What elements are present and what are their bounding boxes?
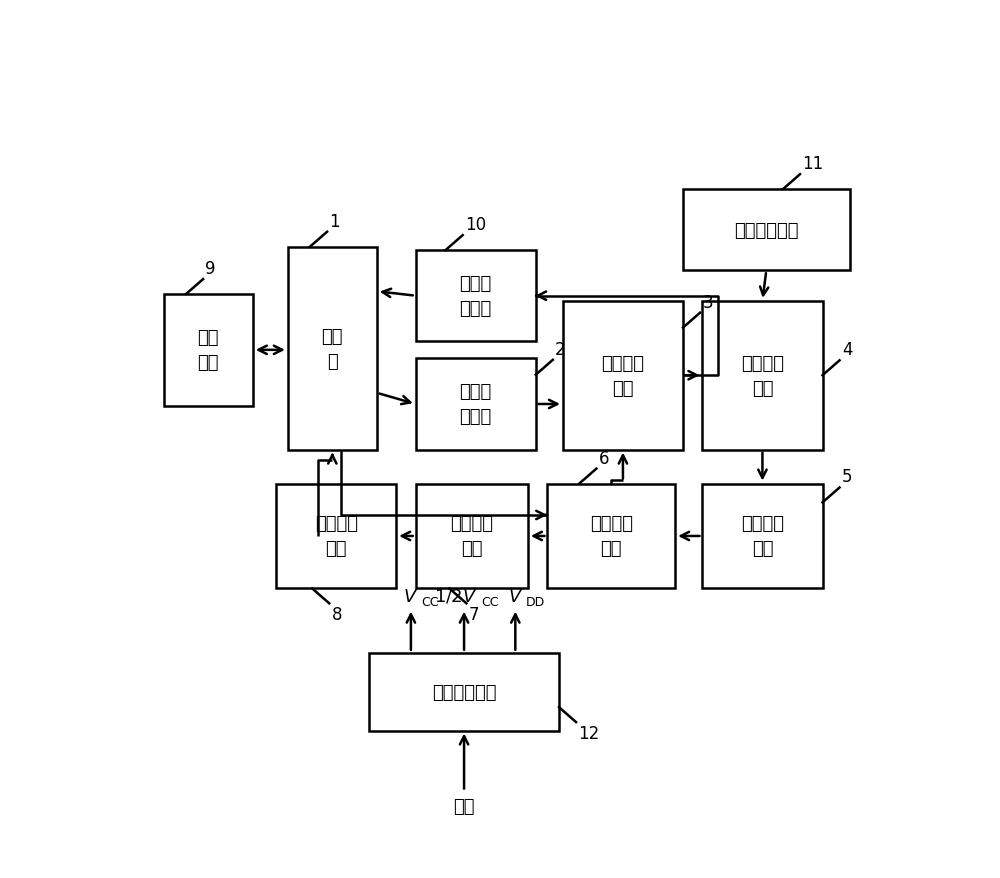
- Text: 功率输出
模块: 功率输出 模块: [601, 355, 644, 397]
- Bar: [369, 653, 559, 730]
- Text: DD: DD: [525, 595, 545, 608]
- Bar: [416, 251, 536, 342]
- Text: CC: CC: [421, 595, 438, 608]
- Text: 4: 4: [842, 341, 852, 359]
- Text: $V$: $V$: [403, 587, 419, 605]
- Bar: [702, 484, 822, 589]
- Text: 9: 9: [205, 260, 216, 277]
- Text: 市电: 市电: [453, 797, 475, 815]
- Text: 模数转
换模块: 模数转 换模块: [460, 275, 492, 318]
- Text: 5: 5: [842, 468, 852, 486]
- Text: 8: 8: [332, 606, 342, 623]
- Text: 2: 2: [555, 341, 566, 358]
- Text: $1/2V$: $1/2V$: [434, 587, 478, 605]
- Bar: [276, 484, 396, 589]
- Text: 断电保护
模块: 断电保护 模块: [315, 515, 358, 558]
- Text: 负载判断
模块: 负载判断 模块: [741, 355, 784, 397]
- Text: CC: CC: [481, 595, 499, 608]
- Text: 7: 7: [469, 606, 479, 623]
- Text: 单片
机: 单片 机: [322, 327, 343, 371]
- Text: 过流判断
模块: 过流判断 模块: [450, 515, 493, 558]
- Text: 数模转
换模块: 数模转 换模块: [460, 383, 492, 426]
- Bar: [416, 484, 528, 589]
- Bar: [547, 484, 675, 589]
- Bar: [288, 248, 377, 450]
- Bar: [416, 359, 536, 450]
- Text: 参考电压模块: 参考电压模块: [734, 221, 799, 240]
- Text: 电压跟踪
模块: 电压跟踪 模块: [590, 515, 633, 558]
- Text: 程控
模块: 程控 模块: [198, 329, 219, 372]
- Bar: [164, 295, 253, 407]
- Text: 延时补偿
模块: 延时补偿 模块: [741, 515, 784, 558]
- Bar: [702, 301, 822, 450]
- Bar: [683, 190, 850, 271]
- Text: 10: 10: [465, 216, 486, 234]
- Text: 6: 6: [599, 449, 609, 467]
- Text: 11: 11: [802, 155, 824, 173]
- Text: 3: 3: [702, 293, 713, 312]
- Text: 12: 12: [578, 724, 600, 742]
- Bar: [563, 301, 683, 450]
- Text: $V$: $V$: [508, 587, 523, 605]
- Text: 1: 1: [329, 212, 340, 230]
- Text: 电源管理模块: 电源管理模块: [432, 683, 496, 701]
